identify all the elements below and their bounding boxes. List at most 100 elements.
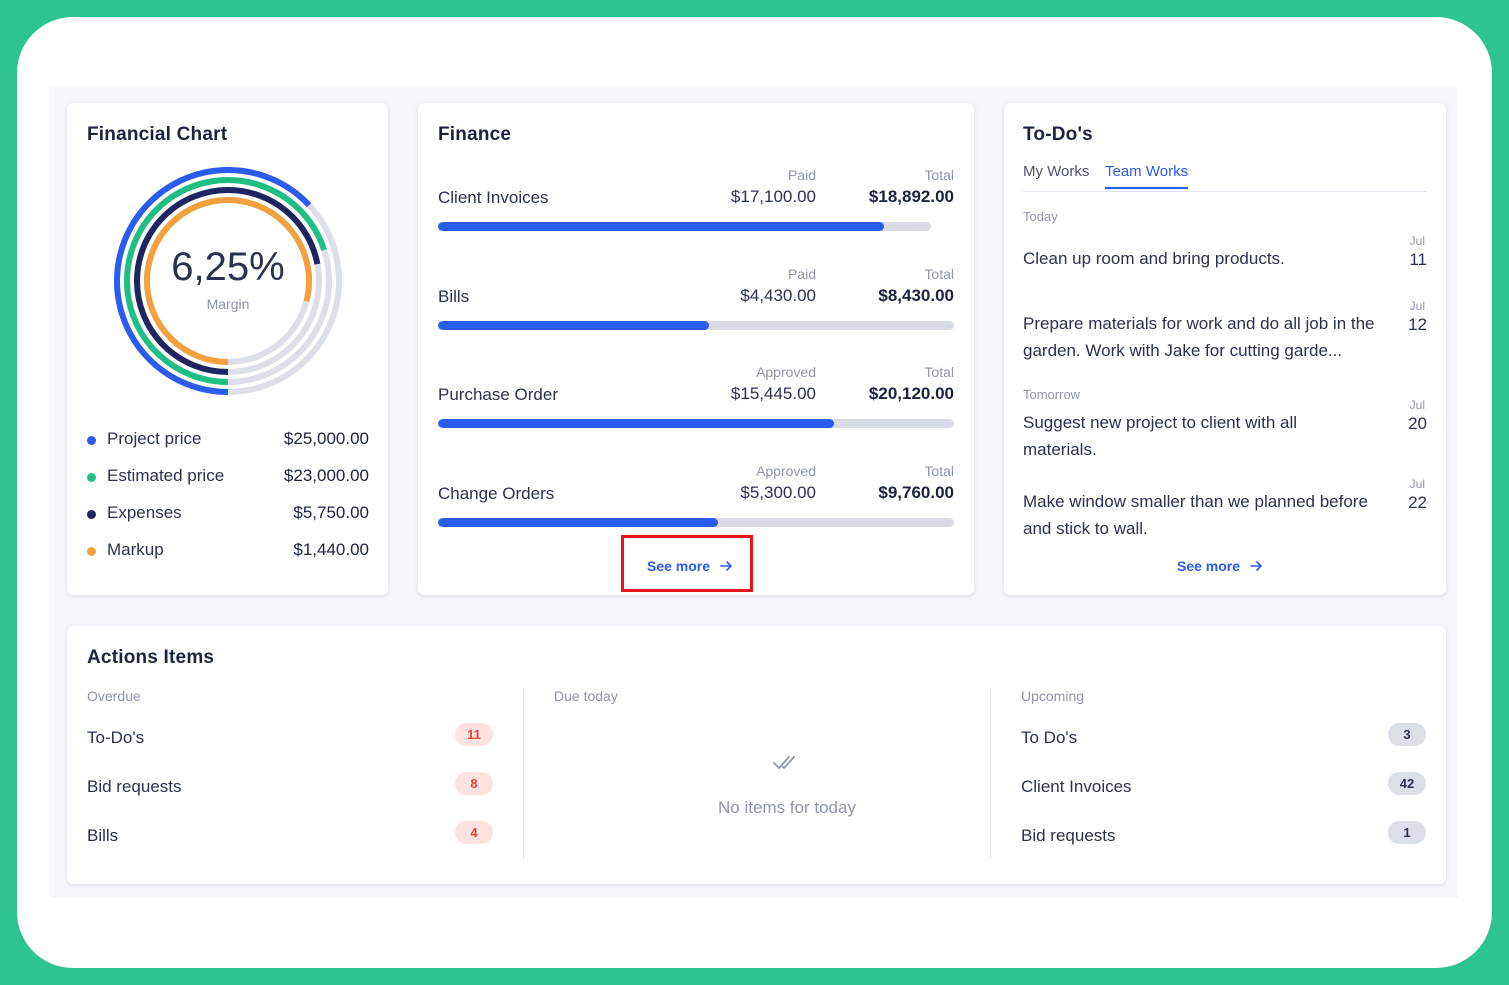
financial-chart-title: Financial Chart — [87, 124, 228, 145]
total-value: $20,120.00 — [868, 384, 954, 403]
finance-card: Finance Client Invoices Paid Total $17,1… — [418, 103, 974, 595]
finance-row-label: Purchase Order — [438, 385, 558, 404]
finance-row-purchase-order: Purchase Order Approved Total $15,445.00… — [438, 360, 954, 430]
total-header: Total — [924, 266, 954, 282]
donut-svg — [114, 167, 342, 395]
legend-label: Project price — [107, 429, 202, 448]
upcoming-label: Upcoming — [1021, 688, 1085, 704]
total-value: $8,430.00 — [878, 286, 954, 305]
todo-day: 22 — [1408, 493, 1427, 512]
column-divider — [990, 688, 991, 859]
upcoming-row-bid-requests[interactable]: Bid requests 1 — [1021, 821, 1426, 851]
count-badge: 8 — [455, 772, 493, 795]
count-badge: 11 — [455, 723, 493, 746]
approved-value: $5,300.00 — [740, 483, 816, 502]
overdue-row-bid-requests[interactable]: Bid requests 8 — [87, 772, 493, 802]
todo-text: Make window smaller than we planned befo… — [1023, 492, 1368, 538]
margin-label: Margin — [206, 296, 250, 312]
action-label: To-Do's — [87, 728, 145, 747]
progress-bar — [438, 419, 954, 428]
total-value: $9,760.00 — [878, 483, 954, 502]
finance-see-more-button[interactable]: See more — [647, 558, 733, 574]
legend-row-markup: Markup $1,440.00 — [87, 540, 369, 577]
count-badge: 3 — [1388, 723, 1426, 746]
todo-day: 11 — [1409, 250, 1427, 269]
total-header: Total — [924, 463, 954, 479]
legend-value: $23,000.00 — [283, 466, 369, 485]
upcoming-row-todos[interactable]: To Do's 3 — [1021, 723, 1426, 753]
legend-label: Markup — [107, 540, 164, 559]
overdue-column: Overdue To-Do's 11 Bid requests 8 Bills … — [87, 688, 493, 859]
financial-chart-card: Financial Chart 6,25% Margin Project pri… — [67, 103, 388, 595]
legend-value: $25,000.00 — [283, 429, 369, 448]
count-badge: 42 — [1388, 772, 1426, 795]
actions-items-card: Actions Items Overdue To-Do's 11 Bid req… — [67, 626, 1446, 884]
action-label: Bid requests — [1021, 826, 1116, 845]
markup-dot — [87, 547, 96, 556]
action-label: Client Invoices — [1021, 777, 1132, 796]
finance-row-client-invoices: Client Invoices Paid Total $17,100.00 $1… — [438, 163, 954, 233]
todos-card: To-Do's My Works Team Works Today Clean … — [1004, 103, 1446, 595]
todo-text: Clean up room and bring products. — [1023, 249, 1285, 268]
section-tomorrow: Tomorrow — [1023, 387, 1081, 402]
section-today: Today — [1023, 209, 1058, 224]
finance-row-change-orders: Change Orders Approved Total $5,300.00 $… — [438, 459, 954, 529]
todos-see-more-button[interactable]: See more — [1177, 558, 1263, 574]
legend-row-project-price: Project price $25,000.00 — [87, 429, 369, 466]
todos-tabs: My Works Team Works — [1023, 161, 1427, 192]
tab-my-works[interactable]: My Works — [1023, 163, 1090, 180]
upcoming-row-client-invoices[interactable]: Client Invoices 42 — [1021, 772, 1426, 802]
estimated-price-dot — [87, 473, 96, 482]
legend-label: Estimated price — [107, 466, 225, 485]
project-price-dot — [87, 436, 96, 445]
finance-row-label: Change Orders — [438, 484, 555, 503]
markup-ring — [144, 197, 312, 365]
todos-title: To-Do's — [1023, 124, 1093, 145]
legend-value: $5,750.00 — [293, 503, 369, 522]
total-value: $18,892.00 — [868, 187, 954, 206]
due-today-column: Due today No items for today — [554, 688, 1020, 859]
column-divider — [523, 688, 524, 859]
approved-value: $15,445.00 — [730, 384, 816, 403]
chart-legend: Project price $25,000.00 Estimated price… — [87, 429, 369, 577]
todo-month: Jul — [1409, 398, 1425, 412]
todo-day: 20 — [1408, 414, 1427, 433]
expenses-dot — [87, 510, 96, 519]
paid-value: $17,100.00 — [730, 187, 816, 206]
paid-value: $4,430.00 — [740, 286, 816, 305]
see-more-highlight — [621, 535, 753, 592]
finance-row-bills: Bills Paid Total $4,430.00 $8,430.00 — [438, 262, 954, 332]
paid-header: Paid — [787, 167, 816, 183]
arrow-right-icon — [720, 561, 732, 571]
finance-row-label: Bills — [438, 287, 470, 306]
progress-bar — [438, 321, 954, 330]
todo-month: Jul — [1409, 299, 1425, 313]
progress-fill — [438, 222, 885, 231]
tab-team-works[interactable]: Team Works — [1105, 163, 1189, 189]
progress-bar — [438, 222, 931, 231]
expenses-ring — [134, 187, 322, 375]
action-label: To Do's — [1021, 728, 1078, 747]
count-badge: 1 — [1388, 821, 1426, 844]
finance-row-label: Client Invoices — [438, 188, 549, 207]
estimated-price-ring — [124, 177, 332, 385]
legend-row-estimated-price: Estimated price $23,000.00 — [87, 466, 369, 503]
count-badge: 4 — [455, 821, 493, 844]
overdue-row-todos[interactable]: To-Do's 11 — [87, 723, 493, 753]
actions-title: Actions Items — [87, 647, 215, 668]
margin-donut-chart: 6,25% Margin — [112, 165, 344, 397]
overdue-row-bills[interactable]: Bills 4 — [87, 821, 493, 851]
project-price-ring — [114, 167, 342, 395]
finance-title: Finance — [438, 124, 512, 145]
todo-month: Jul — [1409, 234, 1425, 248]
due-today-label: Due today — [554, 688, 618, 704]
margin-value: 6,25% — [171, 245, 285, 289]
total-header: Total — [924, 364, 954, 380]
legend-value: $1,440.00 — [293, 540, 369, 559]
empty-state-text: No items for today — [718, 798, 856, 817]
progress-bar — [438, 518, 954, 527]
legend-row-expenses: Expenses $5,750.00 — [87, 503, 369, 540]
progress-fill — [438, 518, 719, 527]
paid-header: Paid — [787, 266, 816, 282]
see-more-label: See more — [647, 558, 711, 574]
